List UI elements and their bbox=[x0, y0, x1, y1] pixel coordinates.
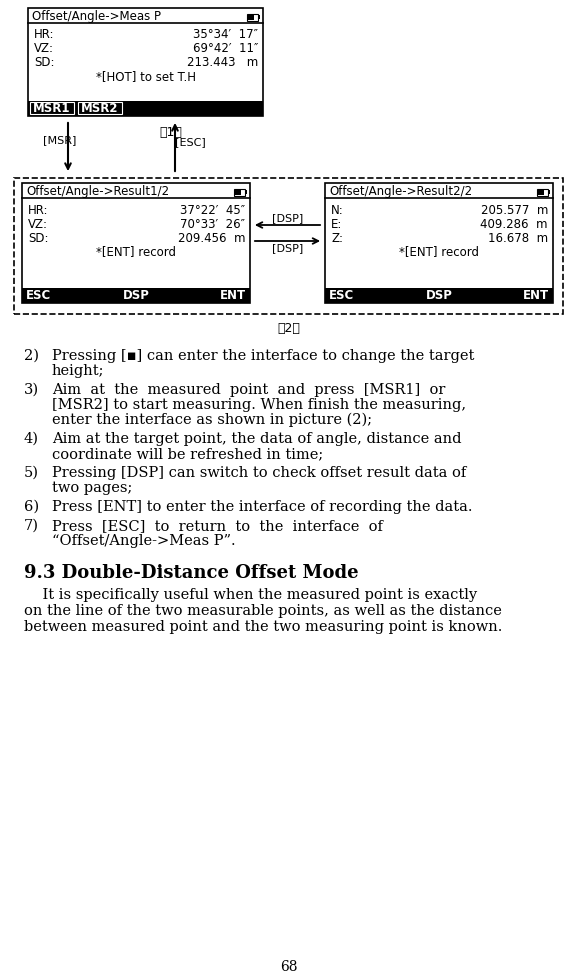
Text: It is specifically useful when the measured point is exactly: It is specifically useful when the measu… bbox=[24, 588, 477, 602]
Text: *[ENT] record: *[ENT] record bbox=[399, 245, 479, 259]
Text: VZ:: VZ: bbox=[34, 43, 54, 56]
Text: “Offset/Angle->Meas P”.: “Offset/Angle->Meas P”. bbox=[52, 534, 235, 548]
Text: [DSP]: [DSP] bbox=[272, 213, 303, 223]
Text: 68: 68 bbox=[280, 960, 297, 974]
Bar bbox=[14, 178, 563, 314]
Text: 16.678  m: 16.678 m bbox=[488, 232, 548, 244]
Text: Aim  at  the  measured  point  and  press  [MSR1]  or: Aim at the measured point and press [MSR… bbox=[52, 383, 445, 397]
Text: MSR2: MSR2 bbox=[81, 102, 119, 115]
Text: 2): 2) bbox=[24, 349, 39, 363]
Text: Z:: Z: bbox=[331, 232, 343, 244]
Bar bbox=[28, 101, 263, 116]
Text: HR:: HR: bbox=[28, 203, 48, 217]
Text: 205.577  m: 205.577 m bbox=[481, 203, 548, 217]
Text: MSR1: MSR1 bbox=[33, 102, 71, 115]
Text: 409.286  m: 409.286 m bbox=[481, 218, 548, 231]
Text: 9.3 Double-Distance Offset Mode: 9.3 Double-Distance Offset Mode bbox=[24, 564, 359, 582]
Bar bbox=[22, 288, 250, 303]
Text: two pages;: two pages; bbox=[52, 481, 132, 495]
Bar bbox=[245, 190, 247, 193]
Bar bbox=[234, 189, 245, 195]
Text: Offset/Angle->Result1/2: Offset/Angle->Result1/2 bbox=[26, 185, 169, 198]
Text: 5): 5) bbox=[24, 466, 39, 480]
Text: E:: E: bbox=[331, 218, 342, 231]
Text: height;: height; bbox=[52, 364, 104, 378]
Bar bbox=[22, 183, 250, 303]
Text: SD:: SD: bbox=[28, 232, 48, 244]
Text: Aim at the target point, the data of angle, distance and: Aim at the target point, the data of ang… bbox=[52, 432, 462, 446]
Text: （1）: （1） bbox=[159, 125, 182, 139]
Bar bbox=[325, 183, 553, 303]
Text: between measured point and the two measuring point is known.: between measured point and the two measu… bbox=[24, 620, 503, 634]
Text: 213.443   m: 213.443 m bbox=[187, 57, 258, 69]
Text: Press  [ESC]  to  return  to  the  interface  of: Press [ESC] to return to the interface o… bbox=[52, 519, 383, 533]
Text: Pressing [▪] can enter the interface to change the target: Pressing [▪] can enter the interface to … bbox=[52, 349, 474, 363]
Text: enter the interface as shown in picture (2);: enter the interface as shown in picture … bbox=[52, 413, 372, 427]
Bar bbox=[258, 15, 260, 19]
Bar bbox=[78, 102, 122, 114]
Text: VZ:: VZ: bbox=[28, 218, 48, 231]
Text: ESC: ESC bbox=[329, 289, 354, 302]
Text: N:: N: bbox=[331, 203, 344, 217]
Text: 70°33′  26″: 70°33′ 26″ bbox=[180, 218, 245, 231]
Text: 7): 7) bbox=[24, 519, 39, 533]
Text: [DSP]: [DSP] bbox=[272, 243, 303, 253]
Bar bbox=[548, 190, 550, 193]
Bar bbox=[28, 8, 263, 116]
Text: Pressing [DSP] can switch to check offset result data of: Pressing [DSP] can switch to check offse… bbox=[52, 466, 466, 480]
Text: SD:: SD: bbox=[34, 57, 54, 69]
Text: 35°34′  17″: 35°34′ 17″ bbox=[193, 28, 258, 41]
Bar bbox=[30, 102, 74, 114]
Text: ENT: ENT bbox=[523, 289, 549, 302]
Text: 3): 3) bbox=[24, 383, 39, 397]
Text: [MSR]: [MSR] bbox=[43, 135, 77, 145]
Text: （2）: （2） bbox=[277, 321, 300, 334]
Text: [ESC]: [ESC] bbox=[175, 137, 205, 147]
Bar bbox=[325, 288, 553, 303]
Text: Offset/Angle->Meas P: Offset/Angle->Meas P bbox=[32, 10, 161, 23]
Bar bbox=[247, 14, 258, 21]
Text: Offset/Angle->Result2/2: Offset/Angle->Result2/2 bbox=[329, 185, 472, 198]
Text: 209.456  m: 209.456 m bbox=[178, 232, 245, 244]
Text: 6): 6) bbox=[24, 500, 39, 514]
Text: ESC: ESC bbox=[26, 289, 51, 302]
Bar bbox=[538, 190, 544, 194]
Text: HR:: HR: bbox=[34, 28, 54, 41]
Bar bbox=[248, 15, 254, 20]
Text: DSP: DSP bbox=[426, 289, 452, 302]
Text: 4): 4) bbox=[24, 432, 39, 446]
Text: Press [ENT] to enter the interface of recording the data.: Press [ENT] to enter the interface of re… bbox=[52, 500, 473, 514]
Text: DSP: DSP bbox=[122, 289, 149, 302]
Text: ENT: ENT bbox=[220, 289, 246, 302]
Text: on the line of the two measurable points, as well as the distance: on the line of the two measurable points… bbox=[24, 604, 502, 618]
Text: coordinate will be refreshed in time;: coordinate will be refreshed in time; bbox=[52, 447, 323, 461]
Text: *[HOT] to set T.H: *[HOT] to set T.H bbox=[96, 70, 196, 83]
Bar bbox=[235, 190, 241, 194]
Bar bbox=[537, 189, 548, 195]
Text: 69°42′  11″: 69°42′ 11″ bbox=[193, 43, 258, 56]
Text: [MSR2] to start measuring. When finish the measuring,: [MSR2] to start measuring. When finish t… bbox=[52, 398, 466, 412]
Text: 37°22′  45″: 37°22′ 45″ bbox=[180, 203, 245, 217]
Text: *[ENT] record: *[ENT] record bbox=[96, 245, 176, 259]
